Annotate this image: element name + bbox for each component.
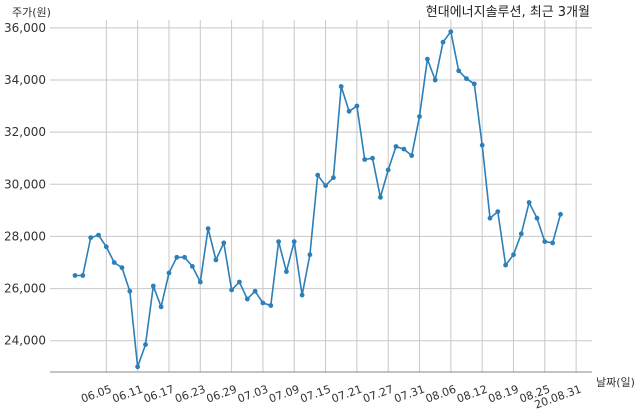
price-point [237, 279, 242, 285]
price-point [401, 146, 407, 152]
price-point [448, 29, 454, 35]
price-point [464, 76, 469, 82]
price-point [503, 262, 508, 268]
y-tick-labels: 24,000 26,000 28,000 30,000 32,000 34,000 36,0… [4, 21, 46, 348]
price-point [479, 142, 485, 148]
price-point [542, 239, 548, 245]
x-tick-label: 06.29 [205, 383, 239, 406]
price-point [213, 257, 219, 263]
price-point [471, 81, 477, 87]
price-point [119, 265, 125, 271]
price-point [135, 364, 141, 370]
price-point [268, 303, 274, 308]
x-tick-label: 08.12 [455, 383, 489, 406]
price-points [72, 29, 563, 370]
price-point [354, 103, 360, 109]
x-tick-label: 07.09 [267, 383, 301, 406]
x-tick-label: 07.27 [361, 383, 395, 406]
price-point [432, 77, 438, 83]
x-tick-labels: 06.0506.1106.1706.2306.2907.0307.0907.15… [79, 383, 583, 412]
price-point [456, 68, 462, 74]
price-point [378, 194, 383, 200]
price-point [550, 240, 555, 246]
price-point [558, 211, 563, 217]
x-tick-label: 06.23 [173, 383, 207, 406]
y-tick-label: 24,000 [4, 334, 46, 348]
price-point [166, 270, 172, 276]
price-point [260, 300, 266, 306]
price-point [393, 144, 399, 149]
price-point [229, 287, 235, 293]
price-point [190, 264, 195, 269]
price-point [197, 279, 203, 285]
price-point [362, 157, 368, 162]
price-point [526, 200, 532, 205]
price-point [150, 283, 156, 289]
y-tick-label: 32,000 [4, 125, 46, 139]
price-point [88, 235, 94, 241]
x-tick-label: 07.31 [392, 383, 426, 406]
y-tick-label: 28,000 [4, 229, 46, 243]
y-axis-label: 주가(원) [12, 6, 51, 19]
price-point [307, 252, 313, 258]
price-point [284, 269, 289, 274]
price-point [323, 183, 328, 189]
price-point [182, 254, 188, 260]
price-point [158, 304, 164, 310]
price-point [511, 252, 516, 258]
y-tick-label: 26,000 [4, 282, 46, 296]
price-point [143, 342, 148, 347]
price-point [221, 240, 227, 246]
price-point [409, 153, 415, 159]
x-tick-label: 08.06 [424, 383, 458, 406]
price-point [252, 288, 258, 294]
price-point [127, 288, 133, 294]
price-point [534, 215, 540, 221]
x-tick-label: 06.05 [79, 383, 113, 406]
y-tick-label: 34,000 [4, 73, 46, 87]
price-line [75, 29, 562, 368]
price-point [291, 239, 297, 245]
price-point [103, 244, 109, 250]
price-point [72, 273, 78, 278]
price-point [417, 114, 422, 119]
price-point [385, 167, 391, 173]
price-point [276, 239, 281, 245]
x-tick-label: 06.17 [142, 383, 176, 406]
price-point [346, 108, 352, 114]
x-tick-label: 07.15 [299, 383, 333, 406]
y-tick-label: 36,000 [4, 21, 46, 35]
price-point [338, 84, 344, 89]
price-point [518, 231, 524, 237]
x-tick-label: 08.19 [486, 383, 520, 406]
chart-title: 현대에너지솔루션, 최근 3개월 [426, 5, 590, 20]
price-point [299, 292, 305, 298]
y-tick-label: 30,000 [4, 177, 46, 191]
price-point [370, 155, 375, 161]
price-point [96, 232, 101, 238]
price-point [440, 39, 446, 45]
price-point [495, 209, 501, 215]
x-tick-label: 07.03 [236, 383, 270, 406]
price-point [174, 254, 180, 260]
x-tick-label: 07.21 [330, 383, 364, 406]
price-point [80, 273, 86, 278]
price-point [244, 296, 250, 302]
price-point [205, 226, 211, 232]
price-point [111, 260, 117, 265]
x-tick-label: 06.11 [111, 383, 145, 406]
x-axis-label: 날짜(일) [596, 375, 635, 389]
price-point [315, 172, 321, 178]
grid [50, 20, 592, 372]
price-point [425, 56, 430, 62]
price-point [487, 215, 493, 221]
price-point [331, 175, 336, 181]
